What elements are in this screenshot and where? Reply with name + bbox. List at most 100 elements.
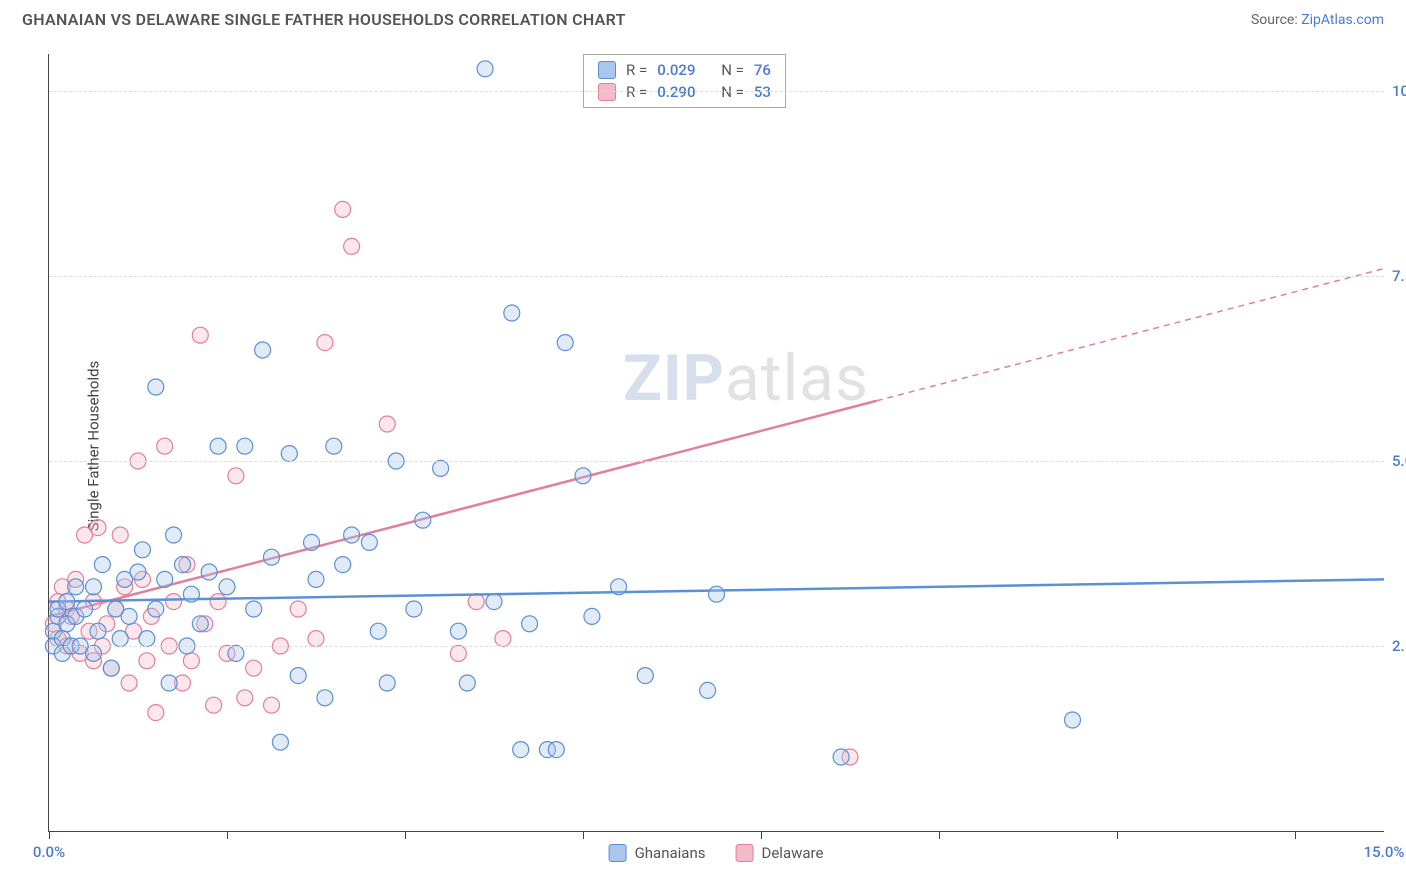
data-point <box>77 601 93 617</box>
data-point <box>379 675 395 691</box>
data-point <box>450 645 466 661</box>
data-point <box>237 690 253 706</box>
legend-swatch <box>735 844 753 862</box>
data-point <box>237 438 253 454</box>
data-point <box>86 579 102 595</box>
data-point <box>121 608 137 624</box>
data-point <box>255 342 271 358</box>
chart-area: ZIPatlas R =0.029N =76R =0.290N =53 2.5%… <box>48 54 1384 832</box>
data-point <box>157 438 173 454</box>
data-point <box>335 201 351 217</box>
legend-item: Ghanaians <box>609 844 706 862</box>
data-point <box>495 631 511 647</box>
data-point <box>379 416 395 432</box>
y-tick-label: 10.0% <box>1392 82 1406 100</box>
data-point <box>175 557 191 573</box>
data-point <box>611 579 627 595</box>
data-point <box>290 668 306 684</box>
data-point <box>210 594 226 610</box>
data-point <box>166 594 182 610</box>
rlegend-swatch <box>598 61 616 79</box>
data-point <box>584 608 600 624</box>
data-point <box>370 623 386 639</box>
data-point <box>86 645 102 661</box>
data-point <box>637 668 653 684</box>
data-point <box>833 749 849 765</box>
rlegend-swatch <box>598 83 616 101</box>
x-tick <box>1117 831 1118 839</box>
data-point <box>134 542 150 558</box>
data-point <box>201 564 217 580</box>
data-point <box>486 594 502 610</box>
data-point <box>335 557 351 573</box>
data-point <box>192 616 208 632</box>
data-point <box>130 564 146 580</box>
data-point <box>148 705 164 721</box>
data-point <box>513 742 529 758</box>
data-point <box>308 571 324 587</box>
data-point <box>304 534 320 550</box>
data-point <box>112 527 128 543</box>
data-point <box>317 690 333 706</box>
data-point <box>700 682 716 698</box>
data-point <box>246 601 262 617</box>
data-point <box>477 61 493 77</box>
data-point <box>68 579 84 595</box>
y-tick-label: 2.5% <box>1392 637 1406 655</box>
data-point <box>90 520 106 536</box>
data-point <box>139 653 155 669</box>
data-point <box>272 734 288 750</box>
data-point <box>504 305 520 321</box>
data-point <box>139 631 155 647</box>
gridline <box>49 461 1384 462</box>
data-point <box>192 327 208 343</box>
data-point <box>90 623 106 639</box>
data-point <box>433 460 449 476</box>
data-point <box>361 534 377 550</box>
data-point <box>406 601 422 617</box>
source-prefix: Source: <box>1251 12 1301 28</box>
legend-label: Delaware <box>761 844 823 862</box>
gridline <box>49 91 1384 92</box>
data-point <box>157 571 173 587</box>
data-point <box>228 645 244 661</box>
data-point <box>148 379 164 395</box>
data-point <box>121 675 137 691</box>
data-point <box>290 601 306 617</box>
x-tick <box>761 831 762 839</box>
legend-swatch <box>609 844 627 862</box>
data-point <box>557 335 573 351</box>
data-point <box>281 446 297 462</box>
source-link[interactable]: ZipAtlas.com <box>1301 12 1384 28</box>
data-point <box>103 660 119 676</box>
y-tick-label: 7.5% <box>1392 267 1406 285</box>
data-point <box>1065 712 1081 728</box>
data-point <box>219 579 235 595</box>
data-point <box>246 660 262 676</box>
gridline <box>49 646 1384 647</box>
data-point <box>575 468 591 484</box>
x-tick <box>1295 831 1296 839</box>
gridline <box>49 276 1384 277</box>
legend-item: Delaware <box>735 844 823 862</box>
legend-label: Ghanaians <box>635 844 706 862</box>
data-point <box>206 697 222 713</box>
x-tick <box>227 831 228 839</box>
data-point <box>344 238 360 254</box>
scatter-plot <box>49 54 1384 831</box>
data-point <box>548 742 564 758</box>
x-tick <box>405 831 406 839</box>
data-point <box>709 586 725 602</box>
data-point <box>94 557 110 573</box>
x-tick <box>49 831 50 839</box>
source-label: Source: ZipAtlas.com <box>1251 12 1384 28</box>
data-point <box>264 549 280 565</box>
data-point <box>166 527 182 543</box>
x-tick-label: 0.0% <box>33 843 65 861</box>
correlation-legend: R =0.029N =76R =0.290N =53 <box>583 54 786 108</box>
y-tick-label: 5.0% <box>1392 452 1406 470</box>
data-point <box>326 438 342 454</box>
data-point <box>228 468 244 484</box>
data-point <box>415 512 431 528</box>
data-point <box>450 623 466 639</box>
